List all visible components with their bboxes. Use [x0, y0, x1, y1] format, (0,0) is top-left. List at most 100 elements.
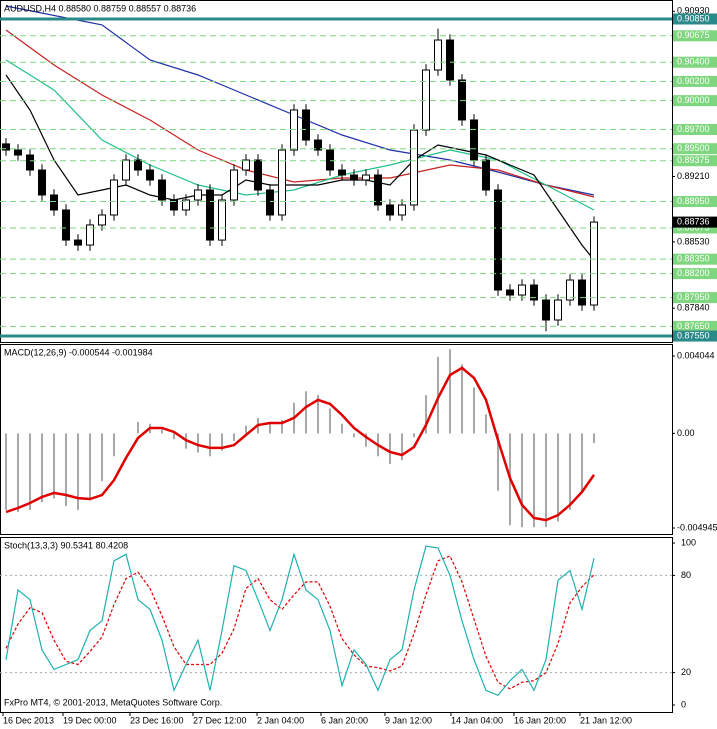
- candle-body: [146, 169, 154, 181]
- macd-bar: [281, 419, 283, 434]
- candle-body: [362, 174, 370, 181]
- candle-body: [14, 149, 22, 156]
- macd-bar: [197, 433, 199, 453]
- y-tick-label: 0: [681, 699, 686, 709]
- level-label: 0.89500: [677, 143, 710, 153]
- x-tick-label: 14 Jan 04:00: [451, 715, 503, 725]
- level-label-box: [673, 253, 717, 265]
- footer: FxPro MT4, © 2001-2013, MetaQuotes Softw…: [4, 697, 222, 707]
- x-tick-label: 16 Jan 20:00: [514, 715, 566, 725]
- macd-bar: [41, 433, 43, 503]
- level-label-box: [673, 95, 717, 107]
- plot-layer: [0, 5, 672, 697]
- level-label: 0.87650: [677, 321, 710, 331]
- key-level-label-box: [673, 13, 717, 25]
- candle-body: [38, 169, 46, 196]
- candle-body: [566, 279, 574, 301]
- macd-bar: [353, 433, 355, 438]
- candle-body: [398, 204, 406, 216]
- candle-body: [26, 154, 34, 171]
- macd-bar: [449, 349, 451, 434]
- level-label: 0.88350: [677, 254, 710, 264]
- candle-body: [422, 69, 430, 131]
- candle-body: [230, 169, 238, 201]
- level-label-box: [673, 75, 717, 87]
- y-tick-label: 0.00: [677, 428, 695, 438]
- level-label-box: [673, 123, 717, 135]
- macd-bar: [365, 433, 367, 447]
- candle-body: [410, 129, 418, 206]
- x-tick-label: 19 Dec 00:00: [63, 715, 117, 725]
- macd-bar: [209, 433, 211, 457]
- candle-body: [266, 189, 274, 216]
- moving-average: [5, 29, 595, 198]
- moving-average: [5, 5, 595, 196]
- macd-bar: [521, 433, 523, 528]
- candle-body: [326, 149, 334, 171]
- macd-bar: [305, 391, 307, 434]
- candle-body: [470, 119, 478, 161]
- level-label: 0.90400: [677, 57, 710, 67]
- macd-bar: [341, 423, 343, 434]
- macd-bar: [29, 433, 31, 510]
- candle-body: [110, 179, 118, 216]
- last-price-box: [673, 216, 717, 228]
- level-label-box: [673, 320, 717, 332]
- level-label-box: [673, 143, 717, 155]
- macd-bar: [593, 433, 595, 443]
- candle-body: [170, 199, 178, 211]
- y-tick-label: 100: [681, 537, 696, 547]
- macd-bar: [401, 433, 403, 461]
- candle-body: [506, 289, 514, 296]
- candle-body: [194, 189, 202, 201]
- x-tick-label: 21 Jan 12:00: [580, 715, 632, 725]
- macd-bar: [389, 433, 391, 464]
- candle-body: [374, 174, 382, 206]
- candle-body: [290, 109, 298, 151]
- macd-bar: [581, 433, 583, 491]
- stoch-signal: [5, 555, 595, 690]
- macd-bar: [89, 433, 91, 501]
- macd-signal: [5, 366, 596, 522]
- candle-body: [518, 284, 526, 296]
- level-label: 0.89375: [677, 155, 710, 165]
- y-tick-label: 80: [681, 570, 691, 580]
- macd-bar: [497, 433, 499, 491]
- macd-bar: [245, 425, 247, 434]
- candle-body: [254, 159, 262, 191]
- macd-title: MACD(12,26,9) -0.000544 -0.001984: [4, 347, 153, 357]
- y-tick-label: 0.87840: [677, 303, 710, 313]
- level-label-box: [673, 30, 717, 42]
- macd-bar: [461, 364, 463, 434]
- candle-body: [494, 189, 502, 291]
- stoch-panel: [0, 537, 673, 713]
- candle-body: [482, 159, 490, 191]
- level-label: 0.88200: [677, 268, 710, 278]
- macd-bar: [557, 433, 559, 522]
- level-label-box: [673, 222, 717, 234]
- price-title: AUDUSD,H4 0.88580 0.88759 0.88557 0.8873…: [4, 3, 196, 13]
- candle-body: [134, 159, 142, 171]
- macd-bar: [161, 429, 163, 434]
- candle-body: [50, 194, 58, 211]
- macd-bar: [413, 433, 415, 438]
- level-label: 0.90675: [677, 30, 710, 40]
- macd-bar: [53, 433, 55, 499]
- x-tick-label: 9 Jan 12:00: [385, 715, 432, 725]
- level-label: 0.90200: [677, 76, 710, 86]
- key-level-label-box: [673, 330, 717, 342]
- macd-bar: [65, 433, 67, 507]
- candle-body: [98, 214, 106, 226]
- candle-body: [2, 143, 10, 151]
- candle-body: [206, 189, 214, 241]
- last-price-label: 0.88736: [677, 216, 710, 226]
- macd-bar: [17, 433, 19, 512]
- key-level-label: 0.87550: [677, 330, 710, 340]
- level-label-box: [673, 56, 717, 68]
- candle-body: [278, 149, 286, 216]
- stoch-title: Stoch(13,3,3) 90.5341 80.4208: [4, 540, 128, 550]
- moving-average: [5, 74, 595, 261]
- candle-body: [530, 284, 538, 301]
- y-tick-label: 0.004044: [677, 350, 715, 360]
